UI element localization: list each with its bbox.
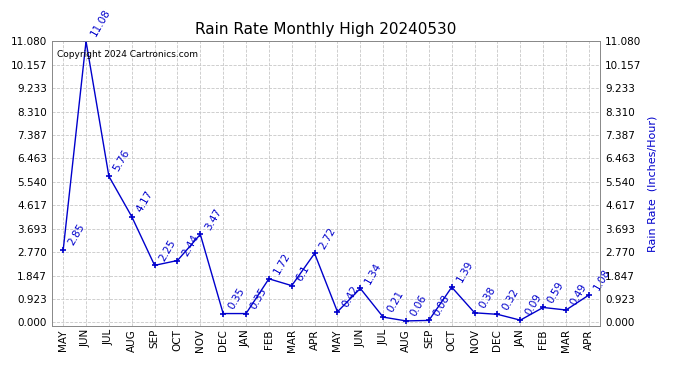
Text: 0.59: 0.59: [546, 280, 566, 305]
Y-axis label: Rain Rate  (Inches/Hour): Rain Rate (Inches/Hour): [647, 116, 657, 252]
Title: Rain Rate Monthly High 20240530: Rain Rate Monthly High 20240530: [195, 22, 457, 37]
Text: 2.85: 2.85: [66, 222, 86, 248]
Text: 2.44: 2.44: [180, 232, 201, 258]
Text: 0.32: 0.32: [500, 286, 520, 312]
Text: 1.34: 1.34: [363, 261, 384, 286]
Text: 2.72: 2.72: [317, 225, 337, 251]
Text: 0.38: 0.38: [477, 285, 497, 310]
Text: 0.35: 0.35: [226, 286, 246, 311]
Text: 0.08: 0.08: [432, 293, 452, 318]
Text: 0.21: 0.21: [386, 289, 406, 314]
Text: 4.17: 4.17: [135, 189, 155, 214]
Text: 2.25: 2.25: [157, 237, 177, 262]
Text: 0.09: 0.09: [523, 292, 543, 317]
Text: 3.47: 3.47: [203, 207, 224, 232]
Text: 0.42: 0.42: [340, 284, 360, 309]
Text: 11.08: 11.08: [89, 8, 112, 39]
Text: Copyright 2024 Cartronics.com: Copyright 2024 Cartronics.com: [57, 50, 198, 59]
Text: 0.35: 0.35: [249, 286, 269, 311]
Text: 5.76: 5.76: [112, 148, 132, 174]
Text: 0.06: 0.06: [408, 293, 429, 318]
Text: 1.39: 1.39: [455, 259, 475, 284]
Text: 6.1: 6.1: [295, 264, 311, 283]
Text: 1.72: 1.72: [272, 251, 292, 276]
Text: 0.49: 0.49: [569, 282, 589, 307]
Text: 1.08: 1.08: [591, 267, 612, 292]
